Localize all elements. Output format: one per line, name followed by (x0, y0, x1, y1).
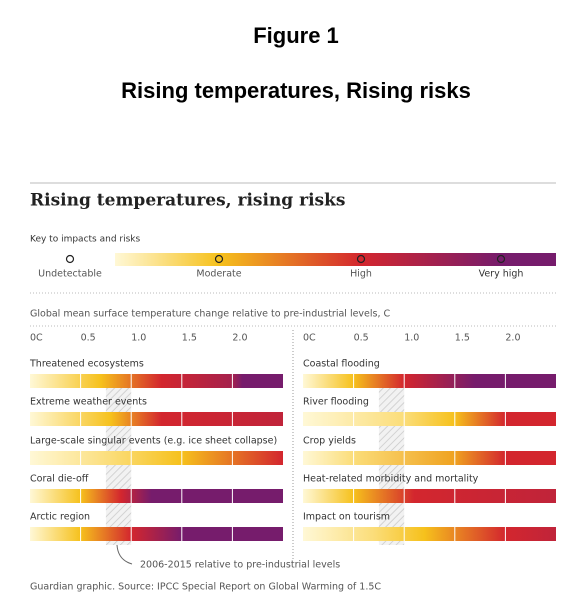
ember-bar (303, 451, 556, 465)
key-title: Key to impacts and risks (30, 235, 140, 245)
key-label: Undetectable (38, 269, 102, 280)
row-label: Threatened ecosystems (29, 359, 144, 370)
x-tick-label: 0.5 (354, 333, 369, 344)
key-label: High (350, 269, 372, 280)
key-label: Very high (479, 269, 524, 280)
note-pointer (116, 544, 133, 565)
row-label: Extreme weather events (30, 397, 147, 408)
x-tick-label: 0C (303, 333, 316, 344)
ember-bar (30, 374, 283, 388)
x-tick-label: 0.5 (81, 333, 96, 344)
ember-bar (303, 412, 556, 426)
key-marker (496, 254, 506, 264)
x-tick-label: 2.0 (232, 333, 247, 344)
ember-bar (303, 489, 556, 503)
row-label: Heat-related morbidity and mortality (303, 474, 479, 485)
ember-bar (303, 527, 556, 541)
x-tick-label: 0C (30, 333, 43, 344)
figure-title: Figure 1 (253, 23, 339, 48)
row-label: Arctic region (30, 512, 90, 523)
x-tick-label: 1.0 (131, 333, 146, 344)
ember-bar (30, 527, 283, 541)
key-marker (356, 254, 366, 264)
row-label: Coral die-off (30, 474, 89, 485)
x-axis-label: Global mean surface temperature change r… (30, 309, 391, 320)
x-tick-label: 1.5 (455, 333, 470, 344)
chart-title: Rising temperatures, rising risks (30, 191, 345, 211)
key-bar (115, 253, 556, 266)
key-label: Moderate (196, 269, 241, 280)
figure-subtitle: Rising temperatures, Rising risks (121, 78, 471, 103)
key-marker (65, 254, 75, 264)
ember-bar (303, 374, 556, 388)
ember-bar (30, 489, 283, 503)
key-marker (214, 254, 224, 264)
note: 2006-2015 relative to pre-industrial lev… (140, 560, 340, 571)
x-tick-label: 1.5 (182, 333, 197, 344)
row-label: Crop yields (303, 436, 356, 447)
source: Guardian graphic. Source: IPCC Special R… (30, 582, 381, 593)
row-label: Coastal flooding (303, 359, 380, 370)
row-label: River flooding (303, 397, 369, 408)
x-tick-label: 1.0 (404, 333, 419, 344)
row-label: Impact on tourism (303, 512, 390, 523)
x-tick-label: 2.0 (505, 333, 520, 344)
ember-bar (30, 412, 283, 426)
row-label: Large-scale singular events (e.g. ice sh… (30, 436, 277, 447)
ember-bar (30, 451, 283, 465)
